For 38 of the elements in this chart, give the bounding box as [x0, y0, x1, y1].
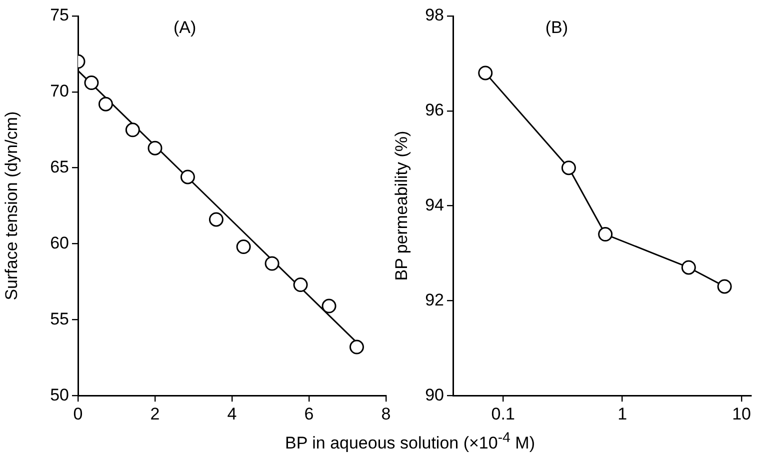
y-axis-title: Surface tension (dyn/cm) — [2, 111, 21, 300]
x-tick-label: 2 — [150, 404, 160, 424]
x-tick-label: 10 — [732, 404, 752, 424]
x-tick-label: 0.1 — [491, 404, 515, 424]
point — [717, 279, 732, 294]
y-tick-label: 94 — [425, 195, 444, 214]
point — [264, 256, 280, 271]
point — [148, 140, 162, 156]
y-tick-label: 65 — [50, 158, 69, 177]
y-tick-label: 90 — [425, 385, 444, 404]
point — [98, 96, 113, 112]
point — [349, 340, 364, 354]
point — [180, 170, 195, 184]
annotation: (B) — [545, 18, 568, 38]
point — [208, 212, 224, 227]
point — [322, 298, 336, 314]
y-axis-title: BP permeability (%) — [392, 130, 411, 281]
annotation: (A) — [173, 18, 196, 38]
point — [236, 240, 251, 254]
point — [293, 278, 308, 292]
point — [125, 122, 140, 138]
y-tick-label: 96 — [425, 100, 444, 120]
y-tick-label: 98 — [425, 6, 444, 25]
y-tick-label: 75 — [50, 6, 69, 25]
x-tick-label: 6 — [304, 404, 314, 424]
y-tick-label: 55 — [50, 309, 69, 328]
y-tick-label: 70 — [50, 82, 69, 101]
x-axis-title: BP in aqueous solution (×10$^{-4}$ M) — [284, 430, 536, 454]
y-tick-label: 50 — [50, 385, 69, 404]
x-tick-label: 0 — [73, 404, 83, 424]
point — [84, 76, 99, 90]
x-tick-label: 4 — [227, 404, 237, 424]
x-tick-label: 1 — [618, 404, 628, 424]
y-tick-label: 60 — [50, 233, 69, 252]
point — [598, 227, 613, 242]
y-tick-label: 92 — [425, 290, 444, 310]
x-tick-label: 8 — [381, 404, 391, 424]
point — [478, 66, 493, 80]
